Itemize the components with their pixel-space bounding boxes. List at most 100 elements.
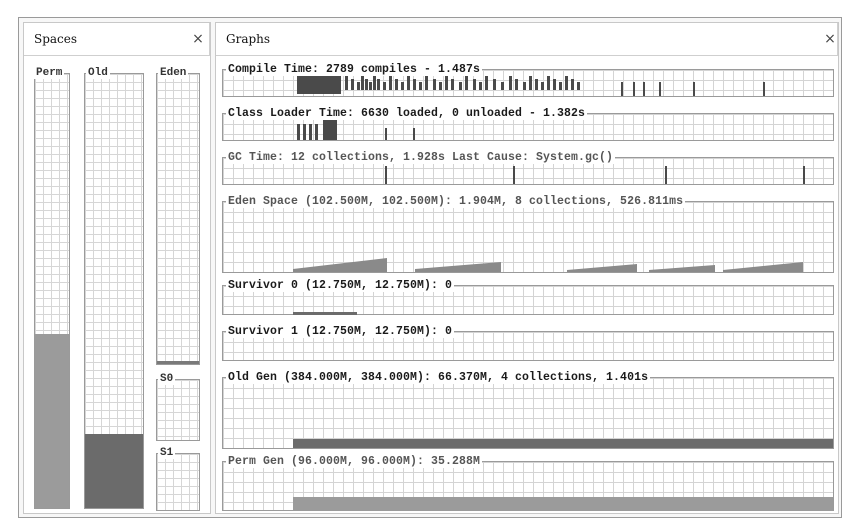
old-gen-title: Old Gen (384.000M, 384.000M): 66.370M, 4… xyxy=(226,371,651,384)
spaces-panel: Spaces × Perm Old Eden xyxy=(23,22,211,514)
survivor0-fill xyxy=(293,312,357,315)
compile-spike xyxy=(345,76,348,90)
compile-spike xyxy=(473,79,476,90)
old-space-grid xyxy=(84,73,144,509)
old-gen-plot xyxy=(222,377,834,449)
class-loader-spike xyxy=(323,120,337,140)
compile-spike xyxy=(361,76,364,90)
survivor0-title: Survivor 0 (12.750M, 12.750M): 0 xyxy=(226,279,455,292)
compile-spike xyxy=(451,79,454,90)
old-gen-fill xyxy=(293,439,833,448)
compile-spike xyxy=(419,82,422,90)
perm-space-fill xyxy=(35,334,69,508)
compile-spike xyxy=(439,82,442,90)
compile-spike xyxy=(383,82,386,90)
compile-spike xyxy=(357,82,360,90)
compile-spike xyxy=(547,76,550,90)
gc-time-spikes xyxy=(385,166,805,184)
eden-space-fill xyxy=(157,361,199,364)
class-loader-spikes xyxy=(297,120,415,140)
compile-spike xyxy=(515,79,518,90)
visualgc-window: Spaces × Perm Old Eden xyxy=(18,17,842,518)
compile-spike xyxy=(373,76,376,90)
perm-gen-fill xyxy=(293,497,833,510)
eden-ramp xyxy=(415,262,501,272)
s1-space-grid xyxy=(156,453,200,511)
survivor1-graph: Survivor 1 (12.750M, 12.750M): 0 xyxy=(222,325,834,361)
eden-ramp xyxy=(649,265,715,272)
compile-spike xyxy=(529,76,532,90)
s0-space-grid xyxy=(156,379,200,441)
compile-spike xyxy=(535,79,538,90)
eden-space-area xyxy=(293,258,803,272)
compile-spike xyxy=(541,82,544,90)
compile-time-graph: Compile Time: 2789 compiles - 1.487s xyxy=(222,63,834,97)
compile-spike xyxy=(501,82,504,90)
compile-spike xyxy=(459,82,462,90)
gc-spike xyxy=(665,166,667,184)
compile-spike xyxy=(509,76,512,90)
compile-spike xyxy=(401,82,404,90)
s0-space-label: S0 xyxy=(158,373,176,385)
compile-spike xyxy=(621,82,623,96)
compile-spike xyxy=(565,76,568,90)
survivor0-graph: Survivor 0 (12.750M, 12.750M): 0 xyxy=(222,279,834,315)
class-loader-spike xyxy=(385,128,387,140)
compile-spike xyxy=(479,82,482,90)
eden-ramp xyxy=(723,262,803,272)
class-loader-spike xyxy=(315,124,318,140)
compile-spike xyxy=(559,82,562,90)
compile-time-spikes xyxy=(297,72,765,96)
close-spaces-icon[interactable]: × xyxy=(192,31,204,47)
gc-spike xyxy=(385,166,387,184)
gc-spike xyxy=(513,166,515,184)
tab-graphs[interactable]: Graphs xyxy=(216,23,838,55)
compile-time-title: Compile Time: 2789 compiles - 1.487s xyxy=(226,63,483,76)
compile-spike xyxy=(425,76,428,90)
class-loader-graph: Class Loader Time: 6630 loaded, 0 unload… xyxy=(222,107,834,141)
compile-spike xyxy=(763,82,765,96)
class-loader-spike xyxy=(309,124,312,140)
s0-space: S0 xyxy=(152,373,204,443)
old-space-fill xyxy=(85,434,143,508)
compile-spike xyxy=(369,82,372,90)
perm-gen-graph: Perm Gen (96.000M, 96.000M): 35.288M xyxy=(222,455,834,511)
class-loader-spike xyxy=(303,124,306,140)
compile-time-plot xyxy=(222,69,834,97)
old-space: Old xyxy=(84,67,146,512)
graphs-panel: Graphs × Compile Time: 2789 compiles - 1… xyxy=(215,22,839,514)
eden-space-plot xyxy=(222,201,834,273)
compile-spike xyxy=(571,79,574,90)
compile-spike xyxy=(633,82,635,96)
gc-time-title: GC Time: 12 collections, 1.928s Last Cau… xyxy=(226,151,616,164)
gc-spike xyxy=(803,166,805,184)
compile-spike xyxy=(413,79,416,90)
compile-spike xyxy=(577,82,580,90)
perm-space-grid xyxy=(34,73,70,509)
s1-space-label: S1 xyxy=(158,447,176,459)
tab-spaces[interactable]: Spaces xyxy=(24,23,210,55)
perm-space-label: Perm xyxy=(34,67,65,79)
graphs-tabbar: Graphs × xyxy=(216,23,838,56)
compile-spike xyxy=(433,79,436,90)
spaces-tabbar: Spaces × xyxy=(24,23,210,56)
compile-spike xyxy=(445,76,448,90)
eden-space-title: Eden Space (102.500M, 102.500M): 1.904M,… xyxy=(226,195,686,208)
compile-spike xyxy=(297,72,341,94)
compile-spike xyxy=(389,76,392,90)
compile-spike xyxy=(365,79,368,90)
eden-space-grid xyxy=(156,73,200,365)
compile-spike xyxy=(485,76,488,90)
compile-spike xyxy=(407,76,410,90)
eden-ramp xyxy=(293,258,387,272)
eden-space-label: Eden xyxy=(158,67,189,79)
compile-spike xyxy=(643,82,645,96)
compile-spike xyxy=(465,76,468,90)
old-space-label: Old xyxy=(86,67,110,79)
compile-spike xyxy=(553,79,556,90)
compile-spike xyxy=(377,79,380,90)
compile-spike xyxy=(351,79,354,90)
perm-space: Perm xyxy=(34,67,82,512)
compile-spike xyxy=(693,82,695,96)
close-graphs-icon[interactable]: × xyxy=(824,31,836,47)
